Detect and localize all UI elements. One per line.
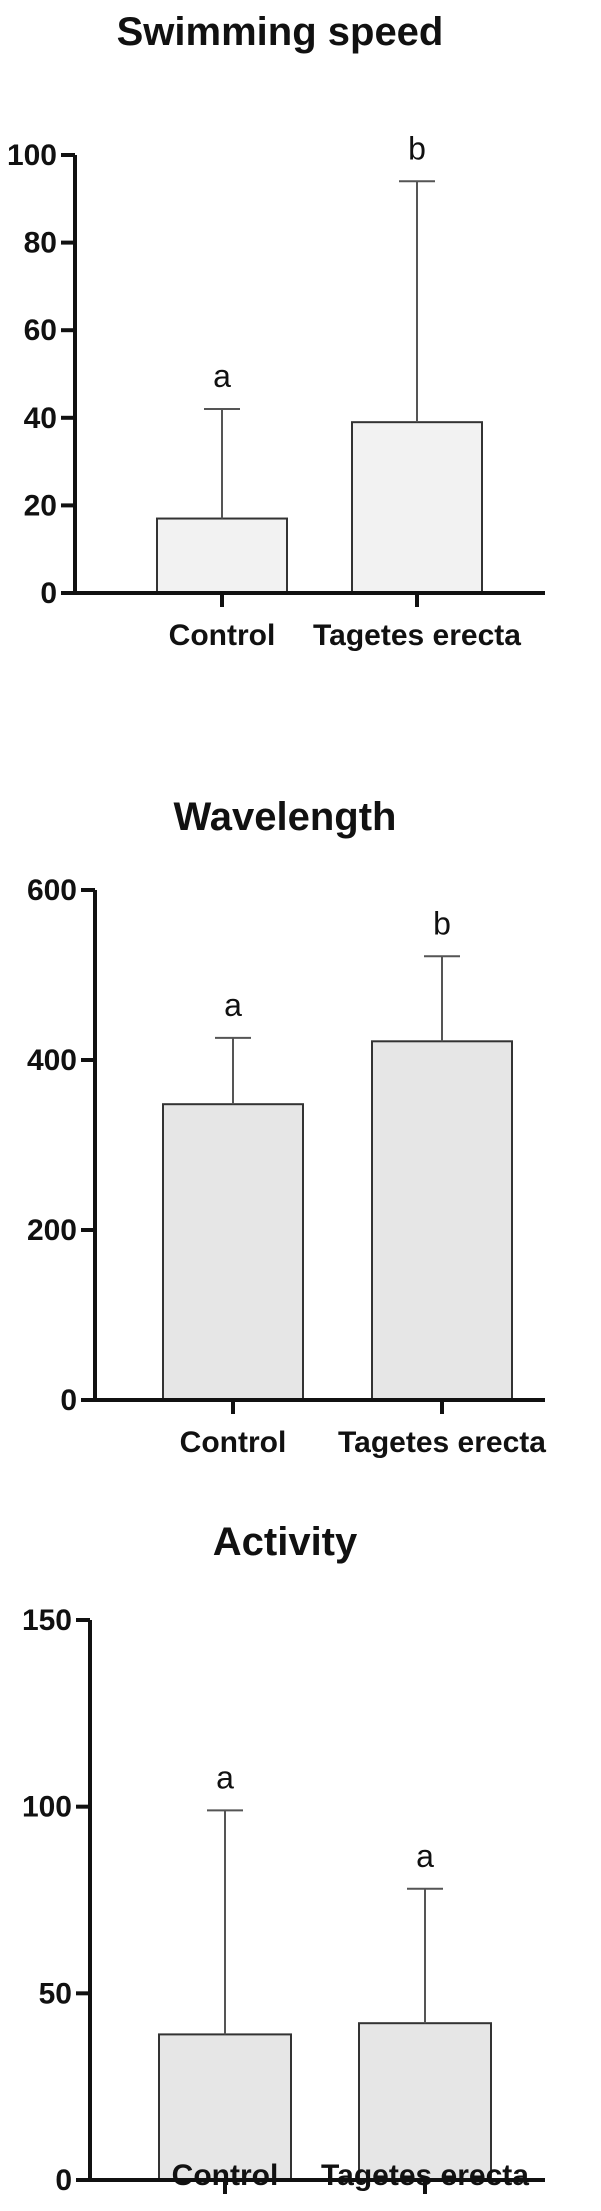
y-tick-label: 100 xyxy=(7,139,57,172)
y-tick-label: 0 xyxy=(40,577,57,610)
chart-title: Activity xyxy=(213,1520,358,1564)
significance-label: b xyxy=(408,130,426,166)
chart-title: Swimming speed xyxy=(117,10,444,54)
y-tick-label: 60 xyxy=(24,314,57,347)
category-label: Control xyxy=(169,619,276,652)
y-tick-label: 150 xyxy=(22,1604,72,1637)
category-label: Control xyxy=(180,1426,287,1459)
bar-control xyxy=(162,1103,304,1401)
chart-panel-3: Activity a Control a Tagetes erecta 0 50 100 150 xyxy=(22,1520,545,2197)
chart-panel-2: Wavelength a Control b Tagetes erecta 0 200 400… xyxy=(27,795,546,1459)
bar-tagetes-erecta xyxy=(371,1040,513,1402)
y-tick-label: 100 xyxy=(22,1791,72,1824)
category-label: Control xyxy=(172,2159,279,2192)
y-tick-label: 0 xyxy=(60,1384,77,1417)
significance-label: a xyxy=(213,358,231,394)
chart-panel-1: Swimming speed a Control b Tagetes erecta 0 20… xyxy=(7,10,545,652)
y-tick-label: 20 xyxy=(24,489,57,522)
y-tick-label: 400 xyxy=(27,1044,77,1077)
significance-label: a xyxy=(216,1759,234,1795)
y-tick-label: 40 xyxy=(24,402,57,435)
category-label: Tagetes erecta xyxy=(338,1426,546,1459)
y-tick-label: 600 xyxy=(27,874,77,907)
bar-tagetes-erecta xyxy=(351,421,483,594)
category-label: Tagetes erecta xyxy=(313,619,521,652)
significance-label: a xyxy=(416,1838,434,1874)
y-tick-label: 80 xyxy=(24,227,57,260)
bar-tagetes-erecta xyxy=(358,2022,492,2181)
significance-label: b xyxy=(433,905,451,941)
y-tick-label: 0 xyxy=(55,2164,72,2197)
y-tick-label: 200 xyxy=(27,1214,77,1247)
chart-title: Wavelength xyxy=(174,795,397,839)
y-tick-label: 50 xyxy=(39,1977,72,2010)
category-label: Tagetes erecta xyxy=(321,2159,529,2192)
significance-label: a xyxy=(224,987,242,1023)
bar-control xyxy=(156,517,288,594)
